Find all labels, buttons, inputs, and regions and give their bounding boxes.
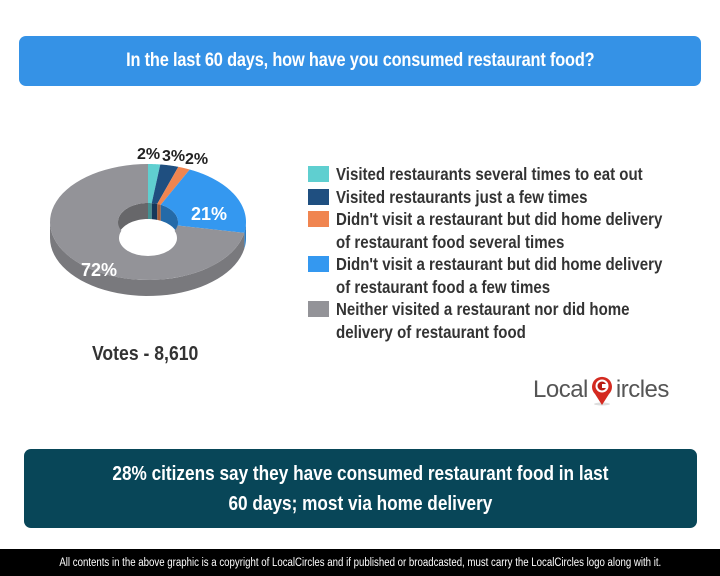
slice-label-4: 72%: [81, 260, 118, 280]
slice-label-3: 21%: [191, 204, 228, 224]
summary-line-2: 60 days; most via home delivery: [228, 492, 493, 515]
chart-legend: Visited restaurants several times to eat…: [308, 163, 708, 343]
legend-label: Visited restaurants just a few times: [336, 186, 588, 207]
donut-chart-graphic: [50, 164, 246, 296]
legend-swatch: [308, 188, 329, 205]
legend-label: Didn't visit a restaurant but did home d…: [336, 254, 663, 297]
copyright-text: All contents in the above graphic is a c…: [59, 556, 661, 569]
slice-label-2: 2%: [185, 151, 209, 168]
legend-label: Neither visited a restaurant nor did hom…: [336, 299, 630, 342]
legend-swatch: [308, 256, 329, 272]
summary-line-1: 28% citizens say they have consumed rest…: [112, 462, 609, 485]
logo-text-right: ircles: [615, 376, 670, 403]
legend-item: Neither visited a restaurant nor did hom…: [308, 298, 708, 343]
legend-label: Visited restaurants several times to eat…: [336, 164, 643, 184]
legend-item: Didn't visit a restaurant but did home d…: [308, 253, 708, 298]
donut-slice: [151, 164, 179, 204]
legend-item: Visited restaurants just a few times: [308, 186, 708, 209]
legend-item: Visited restaurants several times to eat…: [308, 163, 708, 186]
votes-count: Votes - 8,610: [92, 343, 199, 365]
donut-slice: [160, 169, 246, 233]
slice-label-1: 3%: [162, 148, 186, 165]
donut-slice: [157, 166, 190, 205]
copyright-footer: All contents in the above graphic is a c…: [0, 549, 720, 576]
chart-title: In the last 60 days, how have you consum…: [125, 50, 595, 71]
legend-swatch: [308, 301, 329, 317]
map-pin-icon: [591, 376, 612, 406]
legend-swatch: [308, 211, 329, 227]
logo-text-left: Local: [533, 376, 588, 403]
legend-swatch: [308, 166, 329, 182]
donut-slice: [50, 164, 245, 280]
summary-banner: 28% citizens say they have consumed rest…: [24, 449, 697, 528]
donut-slice: [148, 164, 161, 204]
legend-label: Didn't visit a restaurant but did home d…: [336, 209, 663, 252]
title-banner: In the last 60 days, how have you consum…: [19, 36, 701, 86]
localcircles-logo: Local ircles: [533, 374, 669, 406]
slice-label-0: 2%: [137, 146, 161, 163]
legend-item: Didn't visit a restaurant but did home d…: [308, 208, 708, 253]
donut-chart: 2% 3% 2% 21% 72%: [40, 140, 270, 340]
